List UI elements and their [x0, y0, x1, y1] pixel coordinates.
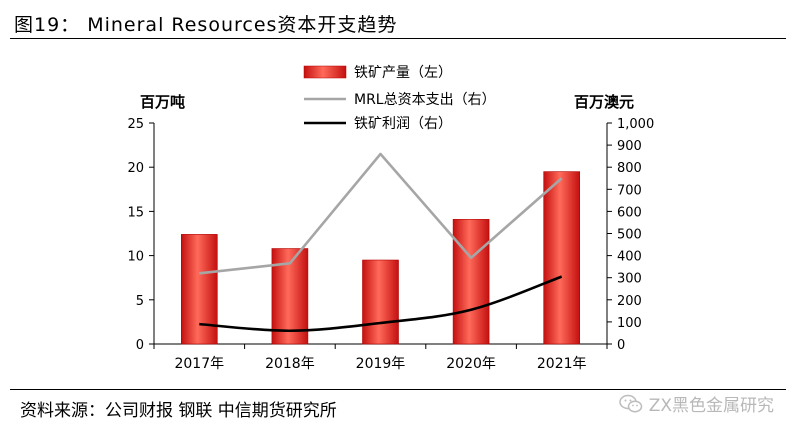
x-tick-label: 2018年 [265, 356, 315, 372]
production-bar [543, 171, 581, 345]
chart: 铁矿产量（左） MRL总资本支出（右） 铁矿利润（右） 百万吨 百万澳元 0 5 1… [127, 65, 654, 372]
right-tick-label: 600 [617, 205, 642, 220]
right-axis-unit: 百万澳元 [574, 93, 634, 111]
right-tick-label: 700 [617, 183, 642, 198]
left-tick-label: 10 [127, 250, 144, 265]
right-tick-label: 0 [617, 338, 625, 353]
right-tick-label: 100 [617, 316, 642, 331]
figure-title: 图19： Mineral Resources资本开支趋势 [14, 14, 398, 36]
right-tick-label: 300 [617, 272, 642, 287]
production-bars [181, 171, 581, 345]
production-bar [362, 259, 399, 345]
line-series [199, 152, 563, 333]
production-bar [181, 234, 218, 345]
title-divider [10, 38, 786, 39]
right-axis-ticks: 0 100 200 300 400 500 600 700 800 900 1,000 [607, 117, 654, 353]
right-tick-label: 1,000 [617, 117, 654, 132]
left-axis-ticks: 0 5 10 15 20 25 [127, 117, 154, 353]
left-tick-label: 15 [127, 205, 144, 220]
source-note: 资料来源：公司财报 钢联 中信期货研究所 [20, 401, 337, 421]
right-tick-label: 400 [617, 250, 642, 265]
left-tick-label: 20 [127, 161, 144, 176]
watermark-text: ZX黑色金属研究 [648, 396, 774, 416]
capex-line [199, 152, 563, 275]
right-tick-label: 500 [617, 228, 642, 243]
production-bar [452, 219, 490, 345]
wechat-icon [618, 394, 642, 412]
legend-label-production: 铁矿产量（左） [354, 65, 452, 81]
x-tick-label: 2021年 [537, 356, 587, 372]
x-tick-label: 2017年 [174, 356, 224, 372]
x-tick-label: 2019年 [356, 356, 406, 372]
left-tick-label: 0 [136, 338, 144, 353]
left-tick-label: 25 [127, 117, 144, 132]
right-tick-label: 800 [617, 161, 642, 176]
legend-label-profit: 铁矿利润（右） [354, 116, 452, 132]
profit-line [199, 275, 563, 333]
left-axis-unit: 百万吨 [140, 93, 185, 111]
right-tick-label: 200 [617, 294, 642, 309]
right-tick-label: 900 [617, 139, 642, 154]
x-axis-labels: 2017年 2018年 2019年 2020年 2021年 [153, 344, 608, 372]
legend-swatch-production [303, 65, 347, 79]
legend: 铁矿产量（左） MRL总资本支出（右） 铁矿利润（右） [303, 65, 496, 132]
watermark: ZX黑色金属研究 [618, 391, 774, 416]
legend-label-capex: MRL总资本支出（右） [354, 92, 496, 108]
left-tick-label: 5 [136, 294, 144, 309]
footer-divider [10, 389, 786, 390]
x-tick-label: 2020年 [446, 356, 496, 372]
